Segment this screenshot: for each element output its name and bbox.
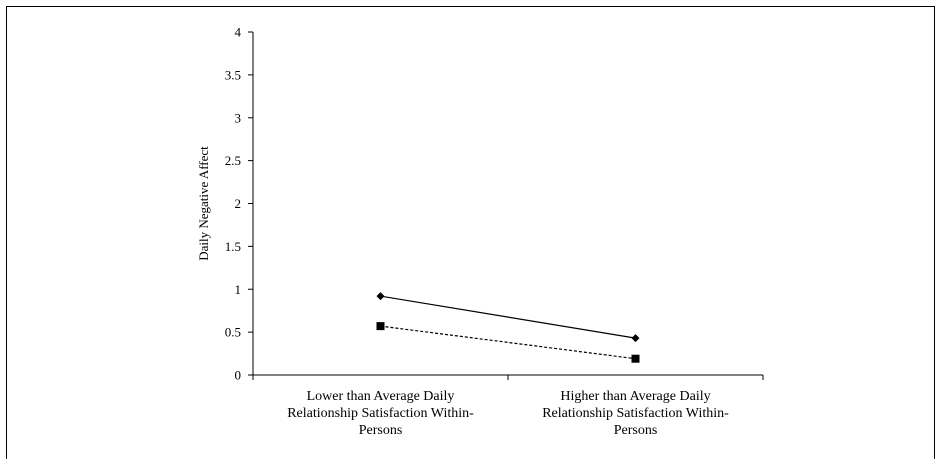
x-category-label: Lower than Average Daily	[307, 389, 455, 404]
x-category-label: Persons	[359, 423, 403, 438]
series-1-diamond-marker	[376, 292, 385, 301]
y-tick-label: 1.5	[225, 239, 241, 254]
y-tick-label: 2.5	[225, 153, 241, 168]
series-1-line	[380, 295, 636, 339]
y-tick-label: 1	[235, 282, 242, 297]
x-category-label: Persons	[614, 423, 658, 438]
y-axis-title: Daily Negative Affect	[196, 146, 211, 261]
y-tick-label: 2	[235, 196, 242, 211]
y-axis: 0 0.5 1 1.5 2 2.5 3 3.5 4	[225, 25, 254, 383]
chart-frame	[6, 6, 935, 459]
y-tick-label: 4	[235, 25, 242, 40]
x-category-label: Relationship Satisfaction Within-	[542, 406, 729, 421]
y-tick-label: 0	[235, 368, 242, 383]
x-category-label: Relationship Satisfaction Within-	[287, 406, 474, 421]
series-2-square-marker	[631, 354, 640, 363]
x-axis: Lower than Average Daily Relationship Sat…	[252, 374, 764, 438]
y-tick-label: 0.5	[225, 325, 241, 340]
y-tick-label: 3	[235, 110, 242, 125]
x-category-label: Higher than Average Daily	[560, 389, 710, 404]
series-1-diamond-marker	[631, 334, 640, 343]
series-layer	[376, 292, 640, 363]
series-2-line	[380, 325, 636, 360]
y-tick-label: 3.5	[225, 67, 241, 82]
series-2-square-marker	[376, 322, 385, 331]
